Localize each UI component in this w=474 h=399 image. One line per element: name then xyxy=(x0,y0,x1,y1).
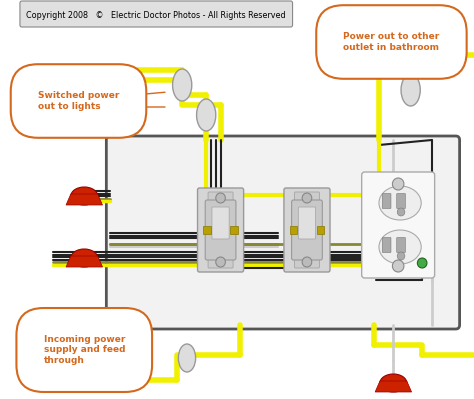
FancyBboxPatch shape xyxy=(294,256,319,268)
Ellipse shape xyxy=(302,193,312,203)
FancyBboxPatch shape xyxy=(298,207,316,239)
Ellipse shape xyxy=(379,230,421,264)
FancyBboxPatch shape xyxy=(284,188,330,272)
Text: Incoming power
supply and feed
through: Incoming power supply and feed through xyxy=(44,335,125,365)
FancyBboxPatch shape xyxy=(383,237,391,253)
Polygon shape xyxy=(375,381,411,392)
Polygon shape xyxy=(66,194,102,205)
Ellipse shape xyxy=(173,69,192,101)
FancyBboxPatch shape xyxy=(294,192,319,204)
Ellipse shape xyxy=(197,99,216,131)
Bar xyxy=(317,226,324,234)
Ellipse shape xyxy=(418,258,427,268)
FancyBboxPatch shape xyxy=(292,200,322,260)
FancyBboxPatch shape xyxy=(397,237,405,253)
Bar xyxy=(203,226,211,234)
FancyBboxPatch shape xyxy=(208,192,233,204)
FancyBboxPatch shape xyxy=(20,1,292,27)
Ellipse shape xyxy=(379,186,421,220)
Ellipse shape xyxy=(380,374,407,392)
FancyBboxPatch shape xyxy=(106,136,460,329)
Ellipse shape xyxy=(178,344,196,372)
Ellipse shape xyxy=(71,249,98,267)
Ellipse shape xyxy=(392,178,404,190)
Ellipse shape xyxy=(401,74,420,106)
Polygon shape xyxy=(66,256,102,267)
FancyBboxPatch shape xyxy=(198,188,244,272)
Ellipse shape xyxy=(71,187,98,205)
FancyBboxPatch shape xyxy=(383,194,391,209)
Text: Switched power
out to lights: Switched power out to lights xyxy=(38,91,119,111)
FancyBboxPatch shape xyxy=(205,200,236,260)
FancyBboxPatch shape xyxy=(208,256,233,268)
Ellipse shape xyxy=(216,257,225,267)
Ellipse shape xyxy=(216,193,225,203)
Ellipse shape xyxy=(392,260,404,272)
Ellipse shape xyxy=(302,257,312,267)
Bar xyxy=(230,226,238,234)
FancyBboxPatch shape xyxy=(397,194,405,209)
Text: Copyright 2008   ©   Electric Doctor Photos - All Rights Reserved: Copyright 2008 © Electric Doctor Photos … xyxy=(27,10,286,20)
Ellipse shape xyxy=(397,252,405,260)
Ellipse shape xyxy=(397,208,405,216)
Bar xyxy=(290,226,297,234)
FancyBboxPatch shape xyxy=(212,207,229,239)
Text: Power out to other
outlet in bathroom: Power out to other outlet in bathroom xyxy=(343,32,439,52)
FancyBboxPatch shape xyxy=(362,172,435,278)
